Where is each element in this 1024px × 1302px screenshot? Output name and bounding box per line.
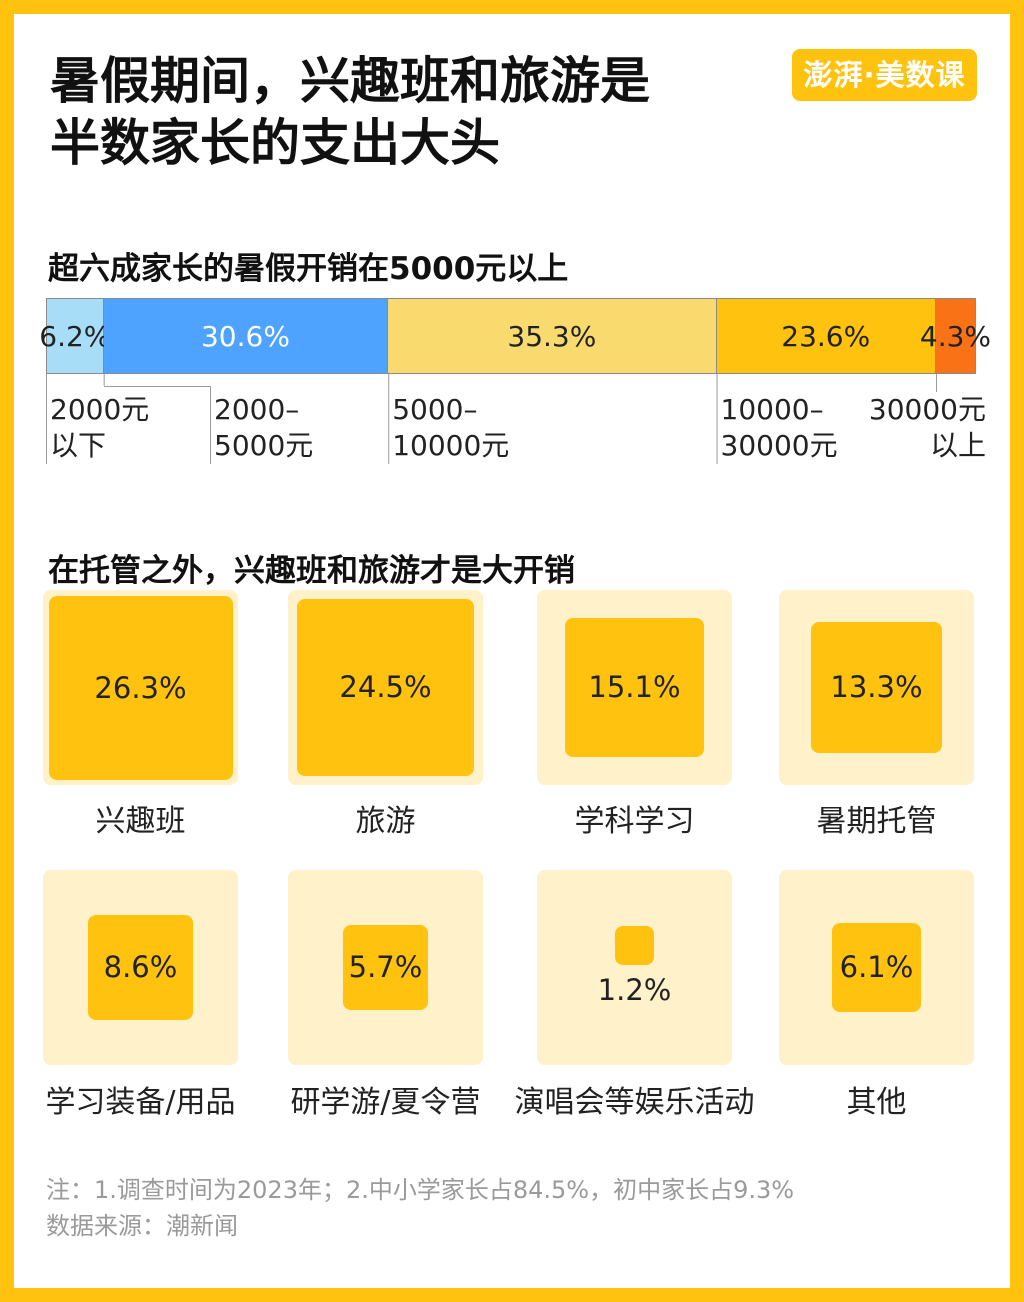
value-square-6: 5.7% (342, 924, 429, 1011)
footnote: 注：1.调查时间为2023年；2.中小学家长占84.5%，初中家长占9.3% (46, 1176, 795, 1204)
range-label-1-line-2: 以下 (50, 429, 107, 462)
bar-segment-label-1: 6.2% (39, 319, 111, 353)
category-label-7: 演唱会等娱乐活动 (514, 1085, 755, 1120)
value-label-2: 24.5% (339, 670, 432, 705)
value-square-4: 13.3% (811, 622, 942, 753)
page-title: 暑假期间，兴趣班和旅游是 半数家长的支出大头 (50, 50, 770, 174)
title-line-1: 暑假期间，兴趣班和旅游是 (50, 52, 650, 110)
category-label-3: 学科学习 (574, 804, 695, 839)
range-label-5-line-1: 30000元 (868, 393, 986, 426)
range-label-2-line-2: 5000元 (214, 429, 314, 462)
range-label-5-line-2: 以上 (929, 429, 986, 462)
category-tile-1: 26.3% (43, 590, 238, 785)
square-chart-title: 在托管之外，兴趣班和旅游才是大开销 (48, 553, 575, 589)
category-tile-8: 6.1% (779, 870, 974, 1065)
bar-segment-2: 30.6% (103, 298, 389, 374)
bar-segment-1: 6.2% (39, 298, 110, 374)
value-label-1: 26.3% (94, 670, 187, 705)
bar-segment-3: 35.3% (388, 298, 717, 374)
value-square-5: 8.6% (87, 914, 194, 1021)
category-tile-5: 8.6% (43, 870, 238, 1065)
category-label-1: 兴趣班 (95, 804, 186, 839)
bar-segment-label-4: 23.6% (781, 319, 871, 353)
category-tile-2: 24.5% (288, 590, 483, 785)
value-square-3: 15.1% (564, 617, 705, 758)
category-tile-3: 15.1% (537, 590, 732, 785)
category-label-5: 学习装备/用品 (45, 1085, 236, 1120)
title-line-2: 半数家长的支出大头 (50, 114, 500, 172)
range-label-4-line-1: 10000– (720, 393, 824, 426)
range-label-1-line-1: 2000元 (50, 393, 150, 426)
value-label-6: 5.7% (348, 950, 423, 985)
bar-segment-label-5: 4.3% (919, 319, 992, 353)
category-tile-6: 5.7% (288, 870, 483, 1065)
value-label-5: 8.6% (103, 950, 178, 985)
stacked-bar-chart: 6.2% 30.6% 35.3% 23.6% 4.3% (39, 298, 991, 374)
value-label-3: 15.1% (588, 670, 681, 705)
brand-logo: 澎湃·美数课 (792, 49, 977, 101)
bar-segment-4: 23.6% (716, 298, 936, 374)
bar-segment-5: 4.3% (920, 298, 991, 374)
category-label-4: 暑期托管 (816, 804, 937, 839)
category-tile-4: 13.3% (779, 590, 974, 785)
category-tile-7: 1.2% (537, 870, 732, 1065)
category-label-2: 旅游 (355, 804, 416, 839)
value-square-7 (614, 925, 655, 966)
bar-segment-label-2: 30.6% (200, 319, 290, 353)
value-square-2: 24.5% (296, 598, 475, 777)
data-source: 数据来源：潮新闻 (46, 1212, 238, 1240)
value-square-8: 6.1% (832, 923, 921, 1012)
range-label-2-line-1: 2000– (214, 393, 300, 426)
category-label-6: 研学游/夏令营 (290, 1085, 481, 1120)
range-label-3-line-2: 10000元 (392, 429, 510, 462)
value-label-7: 1.2% (597, 973, 672, 1008)
range-label-4-line-2: 30000元 (720, 429, 838, 462)
range-label-3-line-1: 5000– (392, 393, 478, 426)
value-label-4: 13.3% (830, 670, 923, 705)
category-label-8: 其他 (846, 1085, 907, 1120)
value-label-8: 6.1% (839, 950, 914, 985)
stacked-bar-title: 超六成家长的暑假开销在5000元以上 (48, 251, 569, 287)
value-square-1: 26.3% (48, 595, 233, 780)
bar-segment-label-3: 35.3% (507, 319, 597, 353)
